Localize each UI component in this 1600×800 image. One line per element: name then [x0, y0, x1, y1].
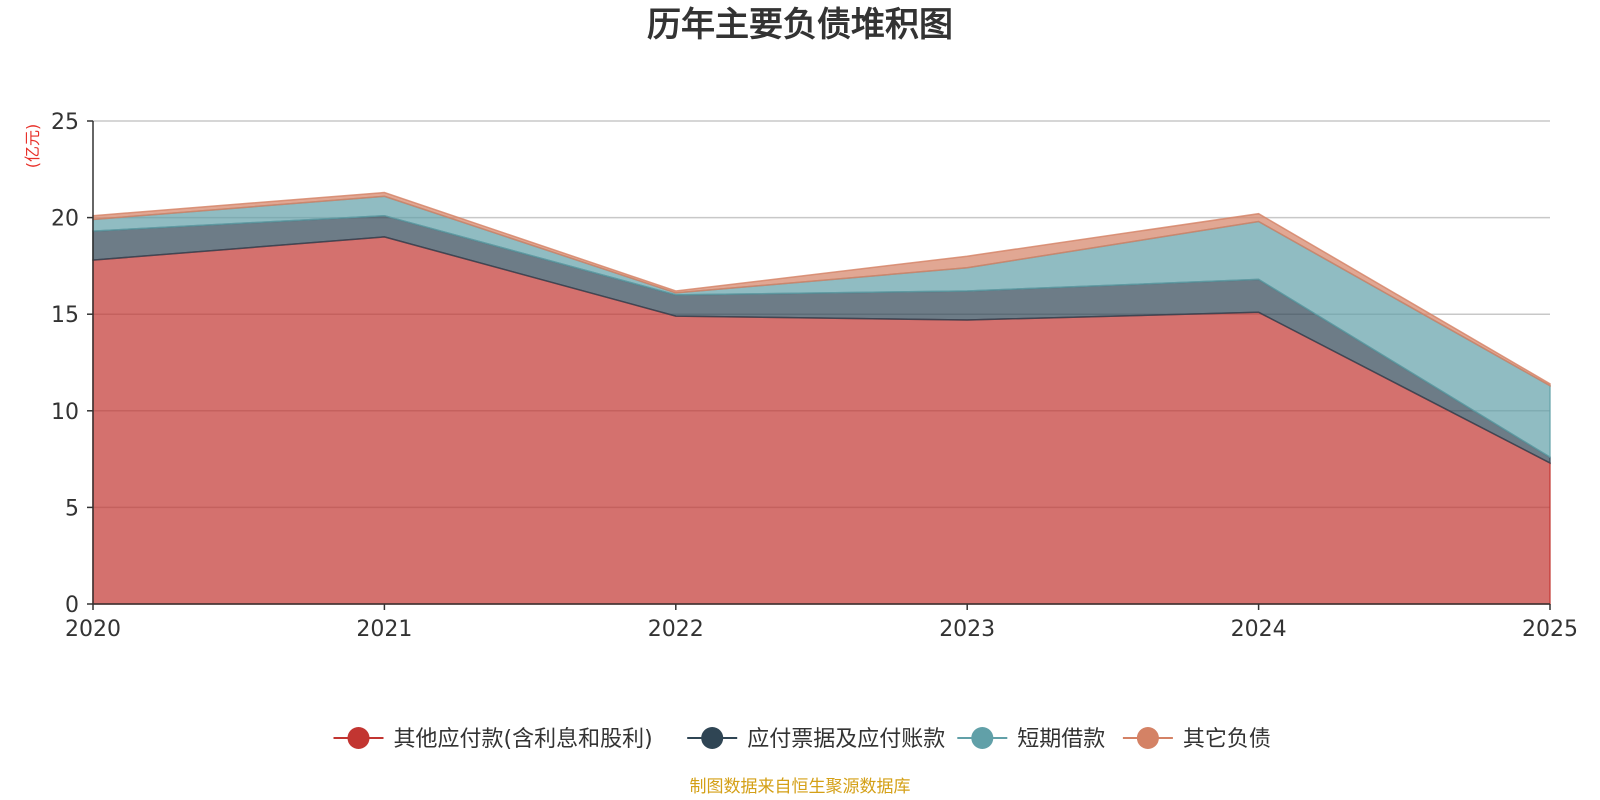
y-axis-unit-label: (亿元): [23, 124, 42, 169]
x-tick-label: 2021: [356, 617, 412, 642]
legend-marker-icon: [971, 727, 994, 749]
y-tick-label: 0: [65, 593, 79, 618]
area-series-4[interactable]: [92, 191, 1551, 387]
x-tick-label: 2024: [1231, 617, 1287, 642]
legend-label: 其他应付款(含利息和股利): [394, 727, 653, 752]
y-tick-label: 5: [65, 496, 79, 521]
legend-label: 短期借款: [1017, 727, 1105, 752]
x-tick-label: 2020: [65, 617, 121, 642]
legend-item-4[interactable]: 其它负债: [1122, 727, 1271, 752]
area-series: [92, 191, 1551, 605]
legend-item-1[interactable]: 其他应付款(含利息和股利): [333, 727, 653, 752]
y-tick-label: 25: [51, 110, 79, 135]
chart-title: 历年主要负债堆积图: [647, 5, 953, 45]
data-source-note: 制图数据来自恒生聚源数据库: [690, 777, 911, 797]
legend-item-3[interactable]: 短期借款: [957, 727, 1105, 752]
y-tick-label: 15: [51, 303, 79, 328]
x-tick-label: 2022: [648, 617, 704, 642]
x-tick-label: 2023: [939, 617, 995, 642]
x-tick-label: 2025: [1522, 617, 1578, 642]
legend-label: 其它负债: [1183, 727, 1271, 752]
legend[interactable]: 其他应付款(含利息和股利) 应付票据及应付账款 短期借款 其它负债: [333, 727, 1271, 752]
legend-marker-icon: [1136, 727, 1159, 749]
legend-marker-icon: [701, 727, 724, 749]
legend-label: 应付票据及应付账款: [747, 727, 945, 752]
legend-item-2[interactable]: 应付票据及应付账款: [687, 727, 945, 752]
legend-marker-icon: [347, 727, 370, 749]
y-tick-label: 10: [51, 400, 79, 425]
y-tick-label: 20: [51, 207, 79, 232]
